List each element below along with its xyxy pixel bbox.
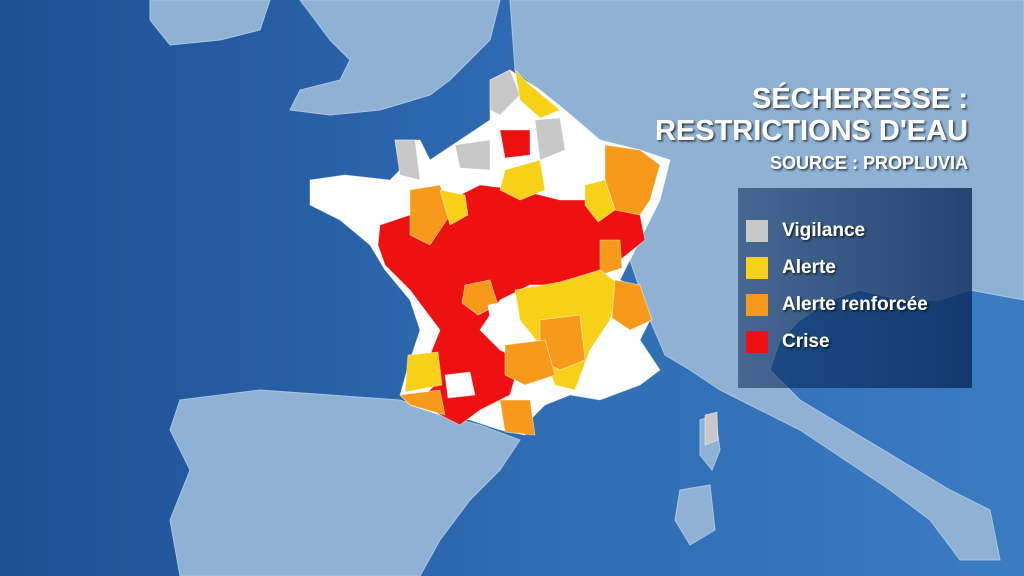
region xyxy=(394,139,421,181)
region xyxy=(504,339,556,386)
region xyxy=(454,139,491,171)
legend-swatch xyxy=(746,294,768,316)
region xyxy=(611,279,653,331)
region xyxy=(444,371,476,399)
region xyxy=(409,184,451,246)
region xyxy=(399,389,446,416)
region xyxy=(487,299,521,334)
france xyxy=(309,68,719,446)
region xyxy=(704,411,719,446)
source: SOURCE : PROPLUVIA xyxy=(770,153,968,173)
region xyxy=(514,68,561,119)
legend-label: Alerte renforcée xyxy=(782,294,928,315)
region xyxy=(377,184,646,426)
region xyxy=(499,159,546,201)
legend-swatch xyxy=(746,257,768,279)
region xyxy=(534,117,566,161)
legend-box xyxy=(738,188,972,388)
region xyxy=(499,129,531,159)
legend-label: Alerte xyxy=(782,257,836,278)
region xyxy=(599,239,623,276)
title-line: SÉCHERESSE : xyxy=(752,81,968,115)
legend-label: Vigilance xyxy=(782,220,865,241)
title-line: RESTRICTIONS D'EAU xyxy=(655,115,968,147)
region xyxy=(439,189,469,226)
legend: Vigilance Alerte Alerte renforcée Crise xyxy=(746,220,928,353)
legend-swatch xyxy=(746,220,768,242)
region xyxy=(489,69,521,116)
region xyxy=(404,351,443,393)
legend-label: Crise xyxy=(782,331,830,352)
legend-swatch xyxy=(746,331,768,353)
region xyxy=(584,179,616,223)
region xyxy=(499,399,536,436)
